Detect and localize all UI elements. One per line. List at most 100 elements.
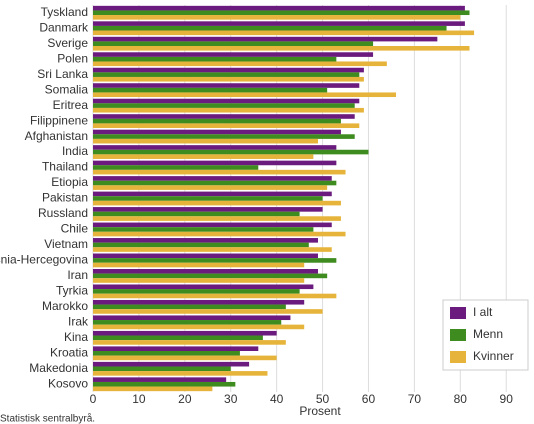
- y-tick-label: Polen: [57, 51, 88, 65]
- y-tick-label: Tyskland: [41, 5, 88, 19]
- y-tick-label: Danmark: [39, 20, 89, 34]
- bar: [93, 289, 300, 294]
- bar: [93, 10, 470, 16]
- bar: [93, 25, 447, 31]
- bar: [93, 253, 318, 259]
- bar: [93, 309, 323, 314]
- legend-label: I alt: [473, 305, 493, 319]
- bar: [93, 211, 300, 217]
- bar: [93, 134, 355, 139]
- bar: [93, 377, 227, 382]
- legend-swatch: [450, 307, 466, 319]
- bar: [93, 200, 341, 206]
- bar: [93, 61, 387, 67]
- bar: [93, 386, 213, 392]
- bar: [93, 87, 328, 93]
- y-tick-label: Eritrea: [53, 98, 89, 112]
- y-tick-label: Tyrkia: [56, 284, 88, 298]
- y-tick-label: Iran: [67, 268, 88, 282]
- bar: [93, 191, 332, 197]
- bar: [93, 351, 240, 356]
- bar: [93, 165, 259, 170]
- bar: [93, 154, 314, 159]
- legend-swatch: [450, 329, 466, 341]
- y-tick-label: Chile: [61, 222, 89, 236]
- y-tick-label: Sri Lanka: [37, 67, 88, 81]
- bar: [93, 242, 309, 248]
- y-tick-label: Pakistan: [42, 191, 88, 205]
- bar: [93, 361, 250, 367]
- bar: [93, 160, 337, 166]
- bar: [93, 330, 277, 336]
- x-tick-label: 70: [408, 392, 422, 406]
- bar: [93, 335, 263, 341]
- bar: [93, 346, 259, 351]
- bar: [93, 196, 323, 201]
- bar: [93, 207, 323, 212]
- bar: [93, 52, 374, 57]
- bar: [93, 366, 231, 372]
- bar: [93, 269, 318, 274]
- bar: [93, 107, 364, 113]
- x-tick-label: 40: [270, 392, 284, 406]
- bar: [93, 231, 346, 237]
- y-tick-label: Kina: [64, 330, 88, 344]
- source: Statistisk sentralbyrå.: [0, 413, 95, 424]
- bar: [93, 56, 337, 62]
- y-tick-label: Etiopia: [51, 175, 88, 189]
- y-tick-label: Russland: [38, 206, 88, 220]
- bar: [93, 273, 328, 279]
- y-tick-label: Filippinene: [30, 113, 88, 127]
- bar: [93, 114, 355, 119]
- bar: [93, 371, 268, 376]
- bar: [93, 145, 337, 150]
- x-tick-label: 60: [362, 392, 376, 406]
- bar: [93, 98, 360, 104]
- bar: [93, 83, 360, 88]
- y-tick-label: Marokko: [42, 299, 88, 313]
- bar: [93, 315, 291, 321]
- y-tick-label: Bosnia-Hercegovina: [0, 253, 88, 267]
- bar: [93, 355, 277, 361]
- bar: [93, 222, 332, 228]
- bar: [93, 76, 364, 82]
- bar: [93, 176, 332, 181]
- bar: [93, 30, 475, 36]
- bar: [93, 103, 355, 108]
- bar: [93, 72, 360, 77]
- y-tick-label: Thailand: [42, 160, 88, 174]
- y-tick-label: Irak: [68, 315, 89, 329]
- bar: [93, 340, 286, 345]
- bar: [93, 299, 305, 305]
- bar: [93, 180, 337, 186]
- x-tick-label: 80: [454, 392, 468, 406]
- bar: [93, 41, 374, 46]
- bar: [93, 129, 341, 135]
- bar: [93, 284, 314, 290]
- bar: [93, 138, 318, 144]
- bar: [93, 123, 360, 128]
- bar: [93, 247, 332, 252]
- bar: [93, 15, 461, 20]
- bar: [93, 36, 438, 42]
- bar: [93, 216, 341, 221]
- bar: [93, 320, 282, 325]
- y-tick-label: Vietnam: [44, 237, 88, 251]
- legend-label: Menn: [473, 327, 503, 341]
- bar: [93, 381, 236, 387]
- bar: [93, 169, 346, 175]
- y-tick-label: Makedonia: [29, 361, 88, 375]
- x-tick-label: 20: [178, 392, 192, 406]
- x-axis-label: Prosent: [299, 404, 341, 418]
- legend-label: Kvinner: [473, 349, 514, 363]
- bar: [93, 46, 470, 51]
- bar: [93, 278, 305, 283]
- y-tick-label: Somalia: [45, 82, 89, 96]
- bar: [93, 5, 465, 11]
- y-tick-label: Afghanistan: [25, 129, 88, 143]
- bar: [93, 149, 369, 155]
- y-tick-label: Kroatia: [50, 345, 88, 359]
- bar: [93, 324, 305, 330]
- y-tick-label: India: [62, 144, 88, 158]
